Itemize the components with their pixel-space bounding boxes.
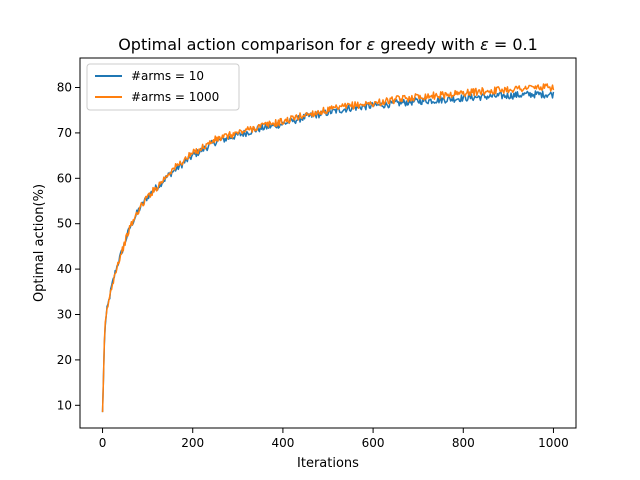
x-tick-label: 600 (362, 436, 385, 450)
legend: #arms = 10 #arms = 1000 (86, 63, 240, 111)
x-axis-ticks: 0 200 400 600 800 1000 (99, 428, 569, 450)
chart-title-eps: ε (367, 35, 376, 54)
x-tick-label: 200 (181, 436, 204, 450)
y-axis-ticks: 10 20 30 40 50 60 70 80 (57, 81, 80, 412)
legend-box (86, 63, 240, 111)
y-tick-label: 50 (57, 217, 72, 231)
chart-title: Optimal action comparison for ε greedy w… (118, 35, 538, 54)
chart-title-prefix: Optimal action comparison for (118, 35, 366, 54)
series-layer (101, 83, 555, 413)
y-axis-label: Optimal action(%) (32, 184, 47, 302)
y-tick-label: 80 (57, 81, 72, 95)
x-tick-label: 0 (99, 436, 107, 450)
chart-title-suffix: = 0.1 (489, 35, 538, 54)
chart-title-eps2: ε (480, 35, 489, 54)
chart-title-mid: greedy with (375, 35, 480, 54)
x-tick-label: 400 (271, 436, 294, 450)
plot-area (79, 57, 577, 429)
legend-label-arms-10: #arms = 10 (131, 69, 204, 83)
y-tick-label: 60 (57, 171, 72, 185)
series-line-0 (101, 90, 555, 413)
x-tick-label: 1000 (538, 436, 569, 450)
series-line-1 (101, 83, 555, 413)
y-tick-label: 30 (57, 308, 72, 322)
x-tick-label: 800 (452, 436, 475, 450)
y-tick-label: 10 (57, 398, 72, 412)
y-tick-label: 70 (57, 126, 72, 140)
legend-label-arms-1000: #arms = 1000 (131, 90, 219, 104)
x-axis-label: Iterations (297, 456, 359, 471)
axes-frame (79, 57, 577, 429)
y-tick-label: 40 (57, 262, 72, 276)
y-tick-label: 20 (57, 353, 72, 367)
